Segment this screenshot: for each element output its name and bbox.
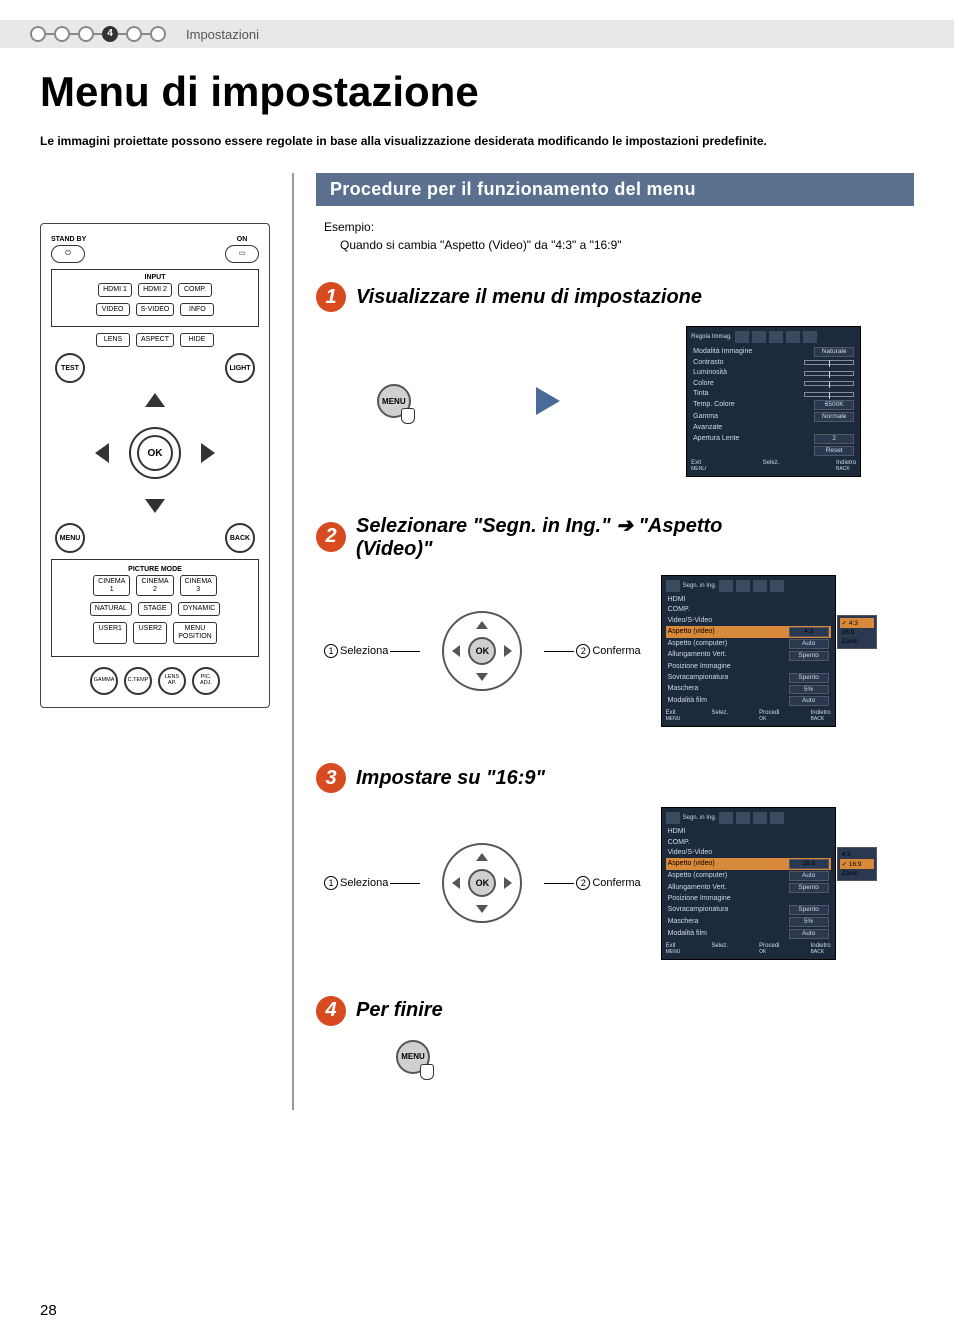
progress-indicator: 4 bbox=[30, 26, 166, 42]
hdmi2-button[interactable]: HDMI 2 bbox=[138, 283, 172, 297]
osd-menu-3: Segn. in Ing. HDMICOMP.Video/S-VideoAspe… bbox=[661, 807, 836, 959]
dpad[interactable]: OK bbox=[95, 393, 215, 513]
intro-text: Le immagini proiettate possono essere re… bbox=[40, 134, 860, 148]
lens-button[interactable]: LENS bbox=[96, 333, 130, 347]
arrow-up-icon[interactable] bbox=[145, 393, 165, 407]
remote-control: STAND BY⏻ ON▭ INPUT HDMI 1 HDMI 2 COMP. … bbox=[40, 223, 270, 708]
example-text: Quando si cambia "Aspetto (Video)" da "4… bbox=[340, 238, 914, 252]
user1-button[interactable]: USER1 bbox=[93, 622, 127, 643]
natural-button[interactable]: NATURAL bbox=[90, 602, 132, 616]
section-header: 4 Impostazioni bbox=[0, 20, 954, 48]
step-title-3: Impostare su "16:9" bbox=[356, 767, 545, 790]
hide-button[interactable]: HIDE bbox=[180, 333, 214, 347]
dynamic-button[interactable]: DYNAMIC bbox=[178, 602, 220, 616]
conferma-annotation: 2Conferma bbox=[542, 644, 640, 658]
step-title-2: Selezionare "Segn. in Ing." ➔ "Aspetto (… bbox=[356, 513, 736, 561]
osd-menu-1: Regola Immag. Modalità ImmagineNaturaleC… bbox=[686, 326, 861, 477]
ok-button-diagram-3[interactable]: OK bbox=[468, 869, 496, 897]
input-label: INPUT bbox=[54, 274, 256, 281]
step-number-3: 3 bbox=[316, 763, 346, 793]
picture-mode-label: PICTURE MODE bbox=[56, 566, 254, 573]
menu-button-press[interactable]: MENU bbox=[377, 384, 411, 418]
dpad-diagram: OK bbox=[442, 611, 522, 691]
standby-button[interactable]: ⏻ bbox=[51, 245, 85, 263]
column-divider bbox=[292, 173, 294, 1110]
osd-menu-2: Segn. in Ing. HDMICOMP.Video/S-VideoAspe… bbox=[661, 575, 836, 727]
arrow-right-icon[interactable] bbox=[201, 443, 215, 463]
progress-step-active: 4 bbox=[102, 26, 118, 42]
test-button[interactable]: TEST bbox=[55, 353, 85, 383]
step-title-4: Per finire bbox=[356, 999, 443, 1022]
dpad-diagram-3: OK bbox=[442, 843, 522, 923]
page-title: Menu di impostazione bbox=[40, 68, 914, 116]
section-label: Impostazioni bbox=[186, 27, 259, 42]
cinema2-button[interactable]: CINEMA 2 bbox=[136, 575, 173, 596]
hdmi1-button[interactable]: HDMI 1 bbox=[98, 283, 132, 297]
step-number-4: 4 bbox=[316, 996, 346, 1026]
pic-adj-button[interactable]: PIC. ADJ. bbox=[192, 667, 220, 695]
info-button[interactable]: INFO bbox=[180, 303, 214, 317]
flyout-menu-3: 4:3✓ 16:9 Zoom bbox=[837, 847, 877, 881]
light-button[interactable]: LIGHT bbox=[225, 353, 255, 383]
arrow-left-icon[interactable] bbox=[95, 443, 109, 463]
seleziona-annotation-3: 1Seleziona bbox=[324, 876, 422, 890]
arrow-right-icon bbox=[536, 387, 560, 415]
step-number-1: 1 bbox=[316, 282, 346, 312]
step-title-1: Visualizzare il menu di impostazione bbox=[356, 286, 702, 309]
page-number: 28 bbox=[40, 1302, 57, 1319]
step-2: 2 Selezionare "Segn. in Ing." ➔ "Aspetto… bbox=[316, 513, 914, 727]
flyout-menu-2: ✓ 4:3 16:9 Zoom bbox=[837, 615, 877, 649]
menu-button[interactable]: MENU bbox=[55, 523, 85, 553]
seleziona-annotation: 1Seleziona bbox=[324, 644, 422, 658]
menu-button-press-end[interactable]: MENU bbox=[396, 1040, 430, 1074]
step-4: 4 Per finire MENU bbox=[316, 996, 914, 1074]
video-button[interactable]: VIDEO bbox=[96, 303, 130, 317]
cinema3-button[interactable]: CINEMA 3 bbox=[180, 575, 217, 596]
aspect-button[interactable]: ASPECT bbox=[136, 333, 174, 347]
procedure-header: Procedure per il funzionamento del menu bbox=[316, 173, 914, 206]
svideo-button[interactable]: S-VIDEO bbox=[136, 303, 175, 317]
example-label: Esempio: bbox=[324, 220, 914, 234]
menu-position-button[interactable]: MENU POSITION bbox=[173, 622, 216, 643]
ctemp-button[interactable]: C.TEMP bbox=[124, 667, 152, 695]
step-3: 3 Impostare su "16:9" 1Seleziona OK 2Con… bbox=[316, 763, 914, 959]
back-button[interactable]: BACK bbox=[225, 523, 255, 553]
cinema1-button[interactable]: CINEMA 1 bbox=[93, 575, 130, 596]
step-1: 1 Visualizzare il menu di impostazione M… bbox=[316, 282, 914, 477]
on-button[interactable]: ▭ bbox=[225, 245, 259, 263]
on-label: ON bbox=[225, 236, 259, 243]
ok-button-diagram[interactable]: OK bbox=[468, 637, 496, 665]
ok-button[interactable]: OK bbox=[137, 435, 173, 471]
arrow-down-icon[interactable] bbox=[145, 499, 165, 513]
lens-ap-button[interactable]: LENS AP. bbox=[158, 667, 186, 695]
user2-button[interactable]: USER2 bbox=[133, 622, 167, 643]
conferma-annotation-3: 2Conferma bbox=[542, 876, 640, 890]
stage-button[interactable]: STAGE bbox=[138, 602, 172, 616]
gamma-button[interactable]: GAMMA bbox=[90, 667, 118, 695]
comp-button[interactable]: COMP. bbox=[178, 283, 212, 297]
standby-label: STAND BY bbox=[51, 236, 86, 243]
step-number-2: 2 bbox=[316, 522, 346, 552]
